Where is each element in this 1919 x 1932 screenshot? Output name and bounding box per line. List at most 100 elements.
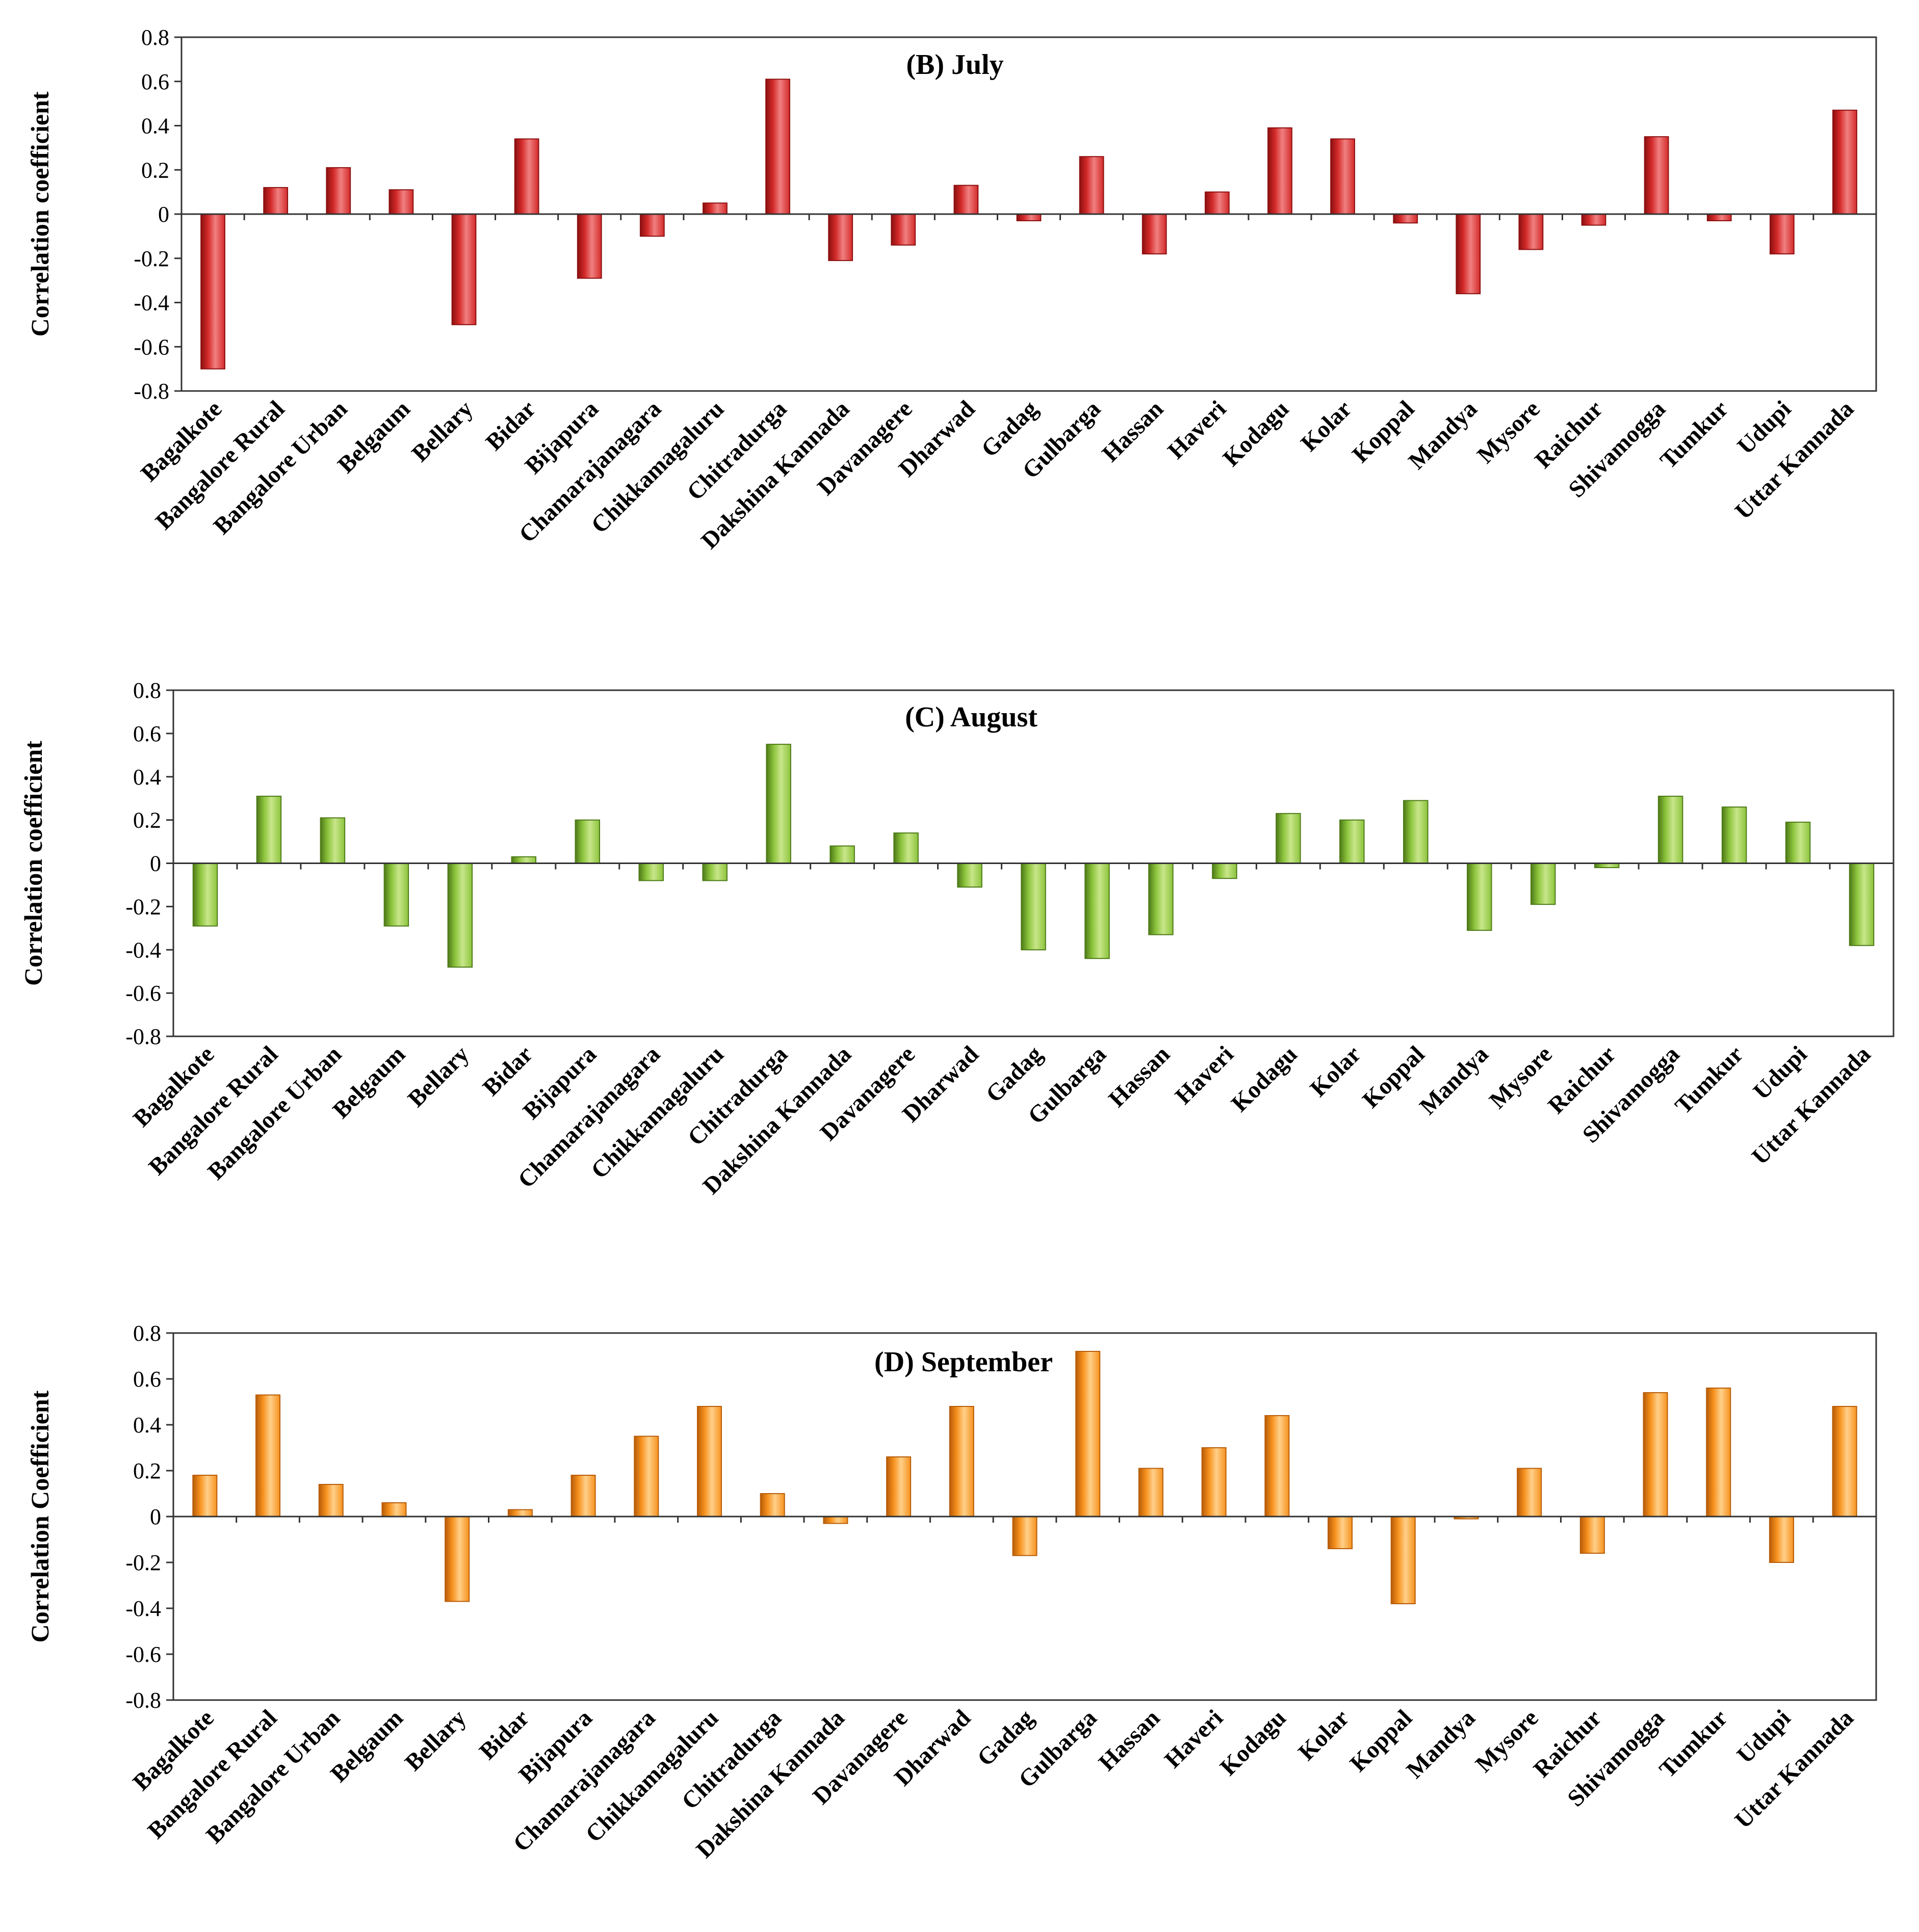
bar-bangalore-rural [255, 1394, 281, 1517]
bar-dakshina-kannada [828, 214, 853, 262]
bar-chikkamagaluru [696, 1406, 722, 1517]
x-tick-label: Kodagu [1215, 1705, 1291, 1781]
bar-bagalkote [192, 863, 218, 927]
bar-bijapura [570, 1475, 596, 1517]
x-tick-label: Bellary [400, 1705, 471, 1776]
bar-chamarajanagara [638, 863, 664, 881]
y-tick-label: -0.4 [134, 291, 169, 316]
y-tick-label: -0.2 [125, 1550, 161, 1575]
bar-haveri [1204, 191, 1230, 215]
y-tick-label: -0.4 [125, 937, 161, 962]
chart-panel-2: 0.8 0.6 0.4 0.2 0 -0.2 -0.4 -0.6 -0.8 Correlation… [19, 678, 1895, 1199]
bar-chamarajanagara [634, 1435, 659, 1517]
bar-koppal [1403, 800, 1429, 864]
bar-shivamogga [1657, 795, 1683, 864]
x-tick-label: Bellary [403, 1041, 474, 1112]
bar-bangalore-urban [326, 167, 351, 215]
x-tick-label: Tumkur [1654, 1705, 1733, 1783]
bar-gadag [1012, 1516, 1038, 1556]
bar-udupi [1785, 821, 1811, 864]
bar-gulbarga [1079, 156, 1104, 215]
bar-udupi [1769, 1516, 1794, 1563]
bar-dakshina-kannada [829, 845, 855, 864]
x-tick-label: Kodagu [1218, 396, 1294, 472]
bar-uttar-kannada [1849, 863, 1875, 946]
x-tick-label: Mandya [1415, 1041, 1494, 1120]
bar-chikkamagaluru [703, 202, 728, 215]
bar-haveri [1212, 863, 1237, 879]
x-tick-label: Hassan [1097, 396, 1169, 467]
bar-dharwad [953, 185, 979, 215]
bar-bangalore-rural [256, 795, 282, 864]
x-tick-label: Bidar [478, 1041, 538, 1101]
bar-tumkur [1721, 806, 1747, 864]
y-tick-label: 0.6 [141, 69, 169, 94]
y-tick-label: 0.2 [133, 808, 161, 833]
bar-dharwad [957, 863, 982, 888]
y-tick-label: 0.4 [141, 114, 169, 139]
bar-bidar [511, 856, 537, 864]
bar-gulbarga [1084, 863, 1110, 959]
bar-mandya [1456, 214, 1481, 295]
x-tick-label: Kodagu [1226, 1041, 1302, 1117]
bar-chitradurga [765, 79, 790, 215]
bar-gadag [1016, 214, 1042, 222]
chart-title: (C) August [905, 701, 1038, 733]
x-tick-label: Bidar [474, 1705, 534, 1765]
bar-kodagu [1264, 1415, 1290, 1517]
bar-hassan [1148, 863, 1174, 935]
x-tick-label: Hassan [1094, 1705, 1165, 1776]
x-tick-label: Mandya [1404, 396, 1483, 475]
bar-belgaum [383, 863, 409, 927]
bar-bidar [507, 1509, 533, 1517]
y-axis-title: Correlation coefficient [19, 741, 47, 986]
bar-dharwad [949, 1406, 974, 1517]
bar-tumkur [1706, 214, 1732, 222]
bar-davanagere [893, 832, 919, 864]
bar-kolar [1339, 819, 1365, 864]
bar-bellary [445, 1516, 470, 1602]
bar-davanagere [886, 1456, 912, 1517]
x-tick-label: Tumkur [1670, 1041, 1749, 1119]
bar-bangalore-urban [320, 817, 346, 864]
bar-mysore [1517, 1468, 1542, 1517]
bar-uttar-kannada [1832, 1406, 1857, 1517]
bar-bangalore-urban [318, 1484, 344, 1517]
y-tick-label: 0.8 [141, 25, 169, 50]
x-tick-label: Bidar [481, 396, 541, 456]
x-tick-label: Kolar [1293, 1705, 1354, 1766]
y-tick-label: 0.2 [141, 158, 169, 182]
y-tick-label: -0.8 [134, 379, 169, 404]
bar-chitradurga [760, 1493, 785, 1517]
y-tick-label: -0.2 [125, 894, 161, 919]
bar-koppal [1390, 1516, 1416, 1604]
x-tick-label: Tumkur [1655, 396, 1733, 474]
y-tick-label: 0.4 [133, 765, 161, 790]
bar-udupi [1769, 214, 1795, 255]
bar-shivamogga [1643, 1392, 1668, 1517]
bar-kodagu [1267, 127, 1292, 215]
bar-belgaum [388, 189, 414, 215]
bar-shivamogga [1644, 136, 1669, 215]
y-tick-label: -0.6 [134, 334, 169, 359]
chart-panel-3: 0.8 0.6 0.4 0.2 0 -0.2 -0.4 -0.6 -0.8 Correlation… [25, 1321, 1877, 1863]
bar-bijapura [577, 214, 602, 279]
y-tick-label: 0.6 [133, 1367, 161, 1392]
bar-dakshina-kannada [823, 1516, 848, 1524]
y-tick-label: -0.2 [134, 246, 169, 271]
bar-tumkur [1706, 1388, 1731, 1517]
y-axis-title: Correlation coefficient [25, 91, 54, 336]
bar-mandya [1466, 863, 1492, 931]
bar-bidar [514, 138, 539, 215]
bar-bangalore-rural [263, 187, 289, 215]
x-tick-label: Hassan [1103, 1041, 1175, 1112]
bar-uttar-kannada [1832, 110, 1857, 215]
chart-title: (D) September [874, 1346, 1053, 1378]
y-tick-label: 0.6 [133, 721, 161, 746]
y-tick-label: -0.6 [125, 981, 161, 1006]
bar-raichur [1581, 214, 1606, 226]
bar-koppal [1393, 214, 1418, 224]
chart-title: (B) July [906, 49, 1003, 81]
y-tick-label: 0 [150, 851, 161, 876]
